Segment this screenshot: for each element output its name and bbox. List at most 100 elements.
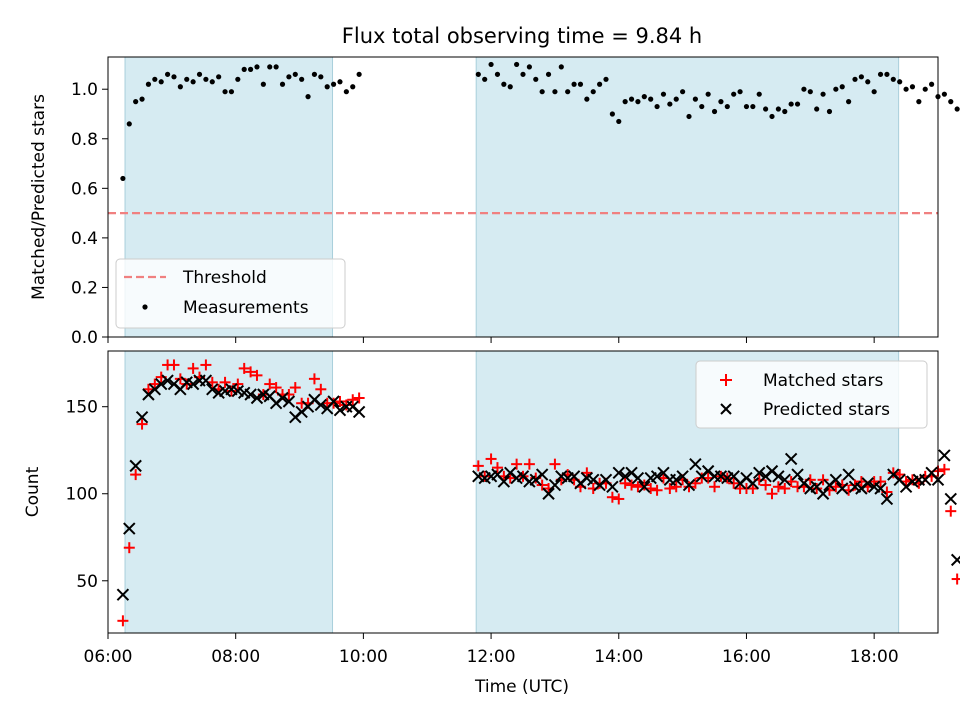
matched-star-point (581, 467, 593, 479)
count-y-tick-label: 50 (76, 572, 98, 592)
predicted-star-point (154, 377, 168, 391)
measurement-point (622, 99, 628, 105)
ratio-x-ticks (107, 337, 875, 343)
matched-star-point (187, 362, 199, 374)
predicted-star-point (631, 471, 645, 485)
predicted-star-point (938, 449, 951, 462)
measurement-point (865, 79, 871, 85)
matched-star-point (485, 453, 497, 465)
matched-star-point (149, 378, 161, 390)
matched-star-point (747, 483, 759, 495)
measurement-point (763, 106, 769, 112)
x-tick-label: 14:00 (594, 647, 643, 667)
matched-star-point (232, 378, 244, 390)
measurement-point (558, 64, 564, 70)
matched-star-point (549, 458, 561, 470)
matched-star-point (760, 479, 772, 491)
measurement-point (890, 76, 896, 82)
matched-star-point (683, 481, 695, 493)
measurement-point (526, 64, 532, 70)
measurement-point (711, 108, 718, 115)
matched-star-point (308, 373, 320, 385)
observing-interval (475, 56, 900, 338)
measurement-point (337, 79, 343, 85)
measurement-point (539, 89, 545, 95)
measurement-point (177, 84, 183, 90)
measurement-point (514, 61, 520, 68)
matched-star-point (264, 378, 276, 390)
measurement-point (577, 81, 584, 87)
count-points (116, 359, 960, 627)
count-legend-box (695, 360, 928, 429)
predicted-star-point (206, 383, 219, 396)
measurement-point (948, 99, 954, 105)
measurement-point (571, 81, 577, 87)
measurement-point (705, 91, 711, 97)
legend-measurements-label: Measurements (183, 298, 309, 318)
measurement-point (209, 79, 215, 85)
predicted-star-point (535, 468, 549, 481)
measurement-point (680, 89, 686, 95)
matched-star-point (638, 479, 650, 491)
measurement-point (686, 113, 692, 120)
measurement-point (590, 89, 596, 95)
predicted-star-point (874, 482, 887, 495)
measurement-point (145, 81, 152, 87)
count-y-axis-label: Count (23, 466, 43, 517)
predicted-star-point (746, 477, 760, 490)
legend-threshold-label: Threshold (182, 268, 267, 288)
measurement-point (488, 61, 494, 68)
measurement-point (273, 64, 279, 70)
matched-star-point (613, 493, 625, 505)
measurement-point (120, 175, 126, 182)
matched-star-point (945, 505, 957, 517)
predicted-star-point (753, 466, 766, 480)
measurement-point (254, 64, 260, 70)
measurement-point (846, 99, 852, 105)
predicted-star-point (670, 473, 683, 487)
predicted-star-point (333, 403, 347, 417)
measurement-point (807, 89, 813, 95)
x-axis-label: Time (UTC) (474, 677, 569, 697)
measurement-point (833, 86, 839, 92)
predicted-star-point (676, 470, 689, 483)
measurement-point (820, 91, 826, 97)
matched-star-point (315, 383, 327, 395)
predicted-star-point (327, 395, 340, 408)
matched-star-point (536, 479, 548, 491)
measurement-point (839, 84, 845, 90)
measurement-point (545, 71, 552, 77)
measurement-point (171, 74, 177, 80)
predicted-star-point (116, 588, 130, 601)
matched-star-point (651, 484, 663, 496)
measurement-point (311, 71, 318, 77)
matched-star-point (270, 382, 282, 394)
x-tick-label: 06:00 (84, 647, 133, 667)
count-y-ticks: 50 100 150 (66, 398, 108, 592)
predicted-star-point (689, 457, 702, 471)
predicted-star-point (123, 522, 136, 535)
measurement-point (520, 71, 526, 77)
matched-star-point (117, 615, 129, 627)
measurement-point (318, 74, 324, 80)
measurement-point (222, 89, 228, 95)
measurement-point (350, 84, 356, 90)
measurement-point (603, 76, 609, 82)
measurement-point (158, 79, 164, 85)
matched-star-point (245, 366, 257, 378)
predicted-star-point (282, 395, 296, 408)
measurement-point (616, 118, 622, 125)
matched-star-point (334, 395, 346, 407)
ratio-y-ticks: 0.0 0.2 0.4 0.6 0.8 1.0 (71, 80, 108, 348)
measurement-point (203, 76, 209, 82)
predicted-star-point (161, 374, 174, 387)
legend-predicted-label: Predicted stars (763, 400, 890, 420)
predicted-star-point (778, 473, 791, 487)
measurement-point (241, 66, 247, 72)
ratio-y-tick-label: 0.0 (71, 328, 98, 348)
measurement-point (330, 81, 337, 87)
matched-star-point (887, 467, 899, 479)
ratio-y-tick-label: 0.2 (71, 278, 98, 298)
measurement-point (660, 91, 667, 97)
